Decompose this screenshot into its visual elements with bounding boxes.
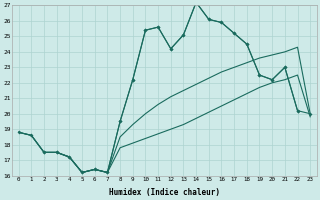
X-axis label: Humidex (Indice chaleur): Humidex (Indice chaleur): [109, 188, 220, 197]
